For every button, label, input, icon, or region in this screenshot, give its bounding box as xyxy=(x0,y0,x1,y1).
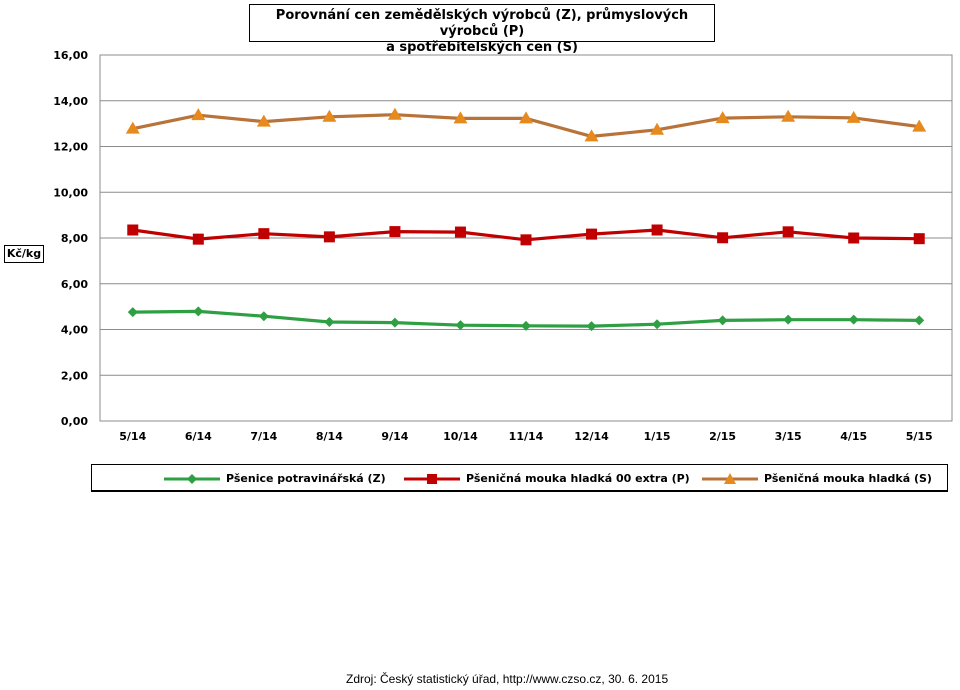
y-axis-label: Kč/kg xyxy=(4,245,44,263)
data-point-triangle xyxy=(256,114,271,127)
data-point-square xyxy=(127,224,139,236)
y-tick-label: 14,00 xyxy=(53,95,88,108)
data-point-diamond xyxy=(193,306,204,317)
legend: Pšenice potravinářská (Z) Pšeničná mouka… xyxy=(91,464,948,492)
data-point-triangle xyxy=(125,121,140,134)
data-point-triangle xyxy=(650,122,665,135)
legend-marker-diamond-icon xyxy=(164,474,220,484)
data-point-diamond xyxy=(783,314,794,325)
data-point-diamond xyxy=(258,311,269,322)
x-tick-label: 7/14 xyxy=(250,430,277,443)
legend-label-flour-00: Pšeničná mouka hladká 00 extra (P) xyxy=(466,472,690,485)
data-point-square xyxy=(913,233,925,245)
series-group xyxy=(125,107,927,332)
data-point-square xyxy=(389,226,401,238)
data-point-square xyxy=(454,226,466,238)
x-tick-label: 2/15 xyxy=(709,430,736,443)
data-point-diamond xyxy=(127,307,138,318)
data-point-triangle xyxy=(912,119,927,132)
data-point-diamond xyxy=(389,317,400,328)
x-tick-label: 5/15 xyxy=(906,430,933,443)
data-point-square xyxy=(258,228,270,240)
data-point-square xyxy=(651,224,663,236)
data-point-square xyxy=(192,233,204,245)
legend-label-flour: Pšeničná mouka hladká (S) xyxy=(764,472,932,485)
y-tick-label: 16,00 xyxy=(53,49,88,62)
x-axis-tick-labels: 5/14 6/14 7/14 8/14 9/14 10/14 11/14 12/14 1/15 2… xyxy=(119,430,932,443)
data-point-diamond xyxy=(324,316,335,327)
data-point-triangle xyxy=(191,108,206,121)
data-point-triangle xyxy=(715,111,730,124)
x-tick-label: 8/14 xyxy=(316,430,343,443)
y-tick-label: 4,00 xyxy=(61,324,88,337)
y-tick-label: 8,00 xyxy=(61,232,88,245)
data-point-diamond xyxy=(848,314,859,325)
y-tick-label: 12,00 xyxy=(53,141,88,154)
chart-title-line1: Porovnání cen zemědělských výrobců (Z), … xyxy=(275,8,689,39)
legend-marker-triangle-icon xyxy=(702,473,758,484)
data-point-square xyxy=(717,232,729,244)
x-tick-label: 11/14 xyxy=(509,430,544,443)
data-point-triangle xyxy=(387,107,402,120)
x-tick-label: 12/14 xyxy=(574,430,609,443)
data-point-triangle xyxy=(519,111,533,124)
data-point-triangle xyxy=(584,129,599,142)
data-point-square xyxy=(848,232,860,244)
x-tick-label: 4/15 xyxy=(840,430,867,443)
data-point-diamond xyxy=(717,315,728,326)
data-point-diamond xyxy=(586,321,597,332)
x-tick-label: 5/14 xyxy=(119,430,146,443)
legend-marker-square-icon xyxy=(404,474,460,484)
y-tick-label: 6,00 xyxy=(61,278,88,291)
chart-title-line2: a spotřebitelských cen (S) xyxy=(386,40,578,55)
y-axis-tick-labels: 0,00 2,00 4,00 6,00 8,00 10,00 12,00 14,00 16,00 xyxy=(53,49,88,428)
data-point-square xyxy=(782,226,794,238)
x-tick-label: 6/14 xyxy=(185,430,212,443)
x-tick-label: 10/14 xyxy=(443,430,478,443)
legend-label-wheat: Pšenice potravinářská (Z) xyxy=(226,472,386,485)
x-tick-label: 9/14 xyxy=(381,430,408,443)
data-point-diamond xyxy=(521,320,531,331)
chart-title: Porovnání cen zemědělských výrobců (Z), … xyxy=(249,4,715,55)
data-point-diamond xyxy=(455,320,466,331)
y-tick-label: 10,00 xyxy=(53,186,88,199)
data-point-diamond xyxy=(914,315,925,326)
gridlines xyxy=(100,100,952,376)
y-tick-label: 2,00 xyxy=(61,369,88,382)
data-point-square xyxy=(586,228,598,240)
x-tick-label: 3/15 xyxy=(775,430,802,443)
data-point-square xyxy=(323,231,335,243)
data-point-diamond xyxy=(652,319,663,330)
source-note: Zdroj: Český statistický úřad, http://ww… xyxy=(346,672,669,686)
data-point-square xyxy=(520,234,532,246)
data-point-triangle xyxy=(846,110,861,123)
y-tick-label: 0,00 xyxy=(61,415,88,428)
data-point-triangle xyxy=(781,109,796,122)
x-tick-label: 1/15 xyxy=(644,430,671,443)
data-point-triangle xyxy=(453,111,468,124)
data-point-triangle xyxy=(322,109,337,122)
